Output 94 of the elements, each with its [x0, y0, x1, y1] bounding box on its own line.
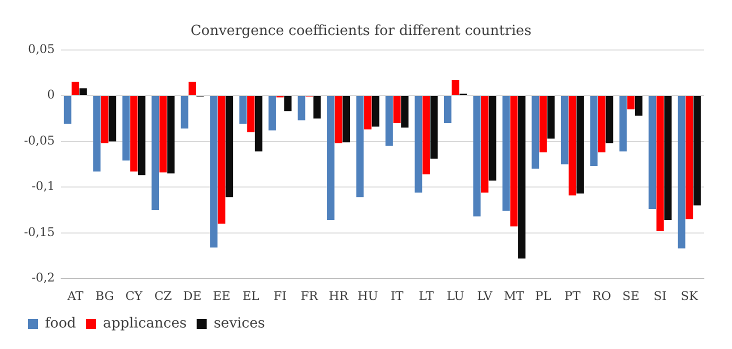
bar: [481, 96, 488, 193]
bar: [693, 96, 701, 206]
bar: [364, 96, 372, 130]
bar: [598, 96, 606, 152]
bar: [539, 96, 547, 152]
x-tick-label: SI: [654, 288, 667, 303]
bar: [180, 96, 188, 129]
x-tick-label: SK: [680, 288, 700, 303]
x-tick-label: IT: [390, 288, 404, 303]
bar: [334, 96, 342, 144]
bar: [239, 96, 247, 124]
bar: [167, 96, 175, 174]
bar: [401, 96, 409, 128]
bar: [372, 96, 380, 127]
x-tick-label: LT: [418, 288, 434, 303]
bar: [656, 96, 664, 232]
x-tick-label: EE: [212, 288, 230, 303]
bar: [327, 96, 334, 220]
bar: [342, 96, 350, 142]
bar: [664, 96, 672, 220]
x-tick-label: PT: [564, 288, 580, 303]
bar: [510, 96, 518, 226]
bar: [100, 96, 108, 144]
x-tick-label: LV: [477, 288, 493, 303]
legend-label: sevices: [214, 316, 265, 332]
bar: [686, 96, 694, 220]
bar: [532, 96, 540, 169]
y-tick-label: 0: [47, 88, 55, 102]
bar: [606, 96, 614, 144]
y-tick-label: 0,05: [28, 42, 55, 56]
x-tick-label: EL: [242, 288, 260, 303]
x-tick-label: PL: [535, 288, 552, 303]
bar: [356, 96, 364, 198]
bar: [473, 96, 481, 216]
bar: [518, 96, 526, 258]
x-tick-label: SE: [622, 288, 640, 303]
bar: [590, 96, 598, 166]
chart-title: Convergence coefficients for different countries: [190, 23, 532, 40]
legend-label: applicances: [103, 316, 187, 332]
bar: [79, 88, 87, 96]
x-tick-label: BG: [95, 288, 114, 303]
bar: [386, 96, 393, 146]
y-tick-label: -0,1: [32, 179, 55, 194]
y-tick-label: -0,15: [24, 224, 55, 239]
x-tick-label: LU: [446, 288, 464, 303]
bar: [247, 96, 255, 132]
bar: [284, 96, 292, 112]
bar: [422, 96, 430, 174]
x-tick-label: HR: [328, 288, 350, 303]
bar: [226, 96, 234, 198]
bar: [122, 96, 130, 161]
bar: [268, 96, 276, 130]
bar: [576, 96, 584, 194]
bar: [627, 96, 635, 110]
x-tick-label: MT: [504, 288, 524, 303]
bar: [635, 96, 642, 116]
bar: [547, 96, 555, 139]
y-tick-label: -0,05: [24, 133, 55, 148]
bar: [393, 96, 401, 124]
bar: [218, 96, 226, 224]
bar: [648, 96, 656, 210]
bar: [210, 96, 218, 248]
bar: [152, 96, 160, 210]
bar: [254, 96, 262, 152]
x-tick-label: CY: [125, 288, 144, 303]
x-tick-label: FR: [300, 288, 319, 303]
bar: [313, 96, 321, 118]
bar: [159, 96, 167, 172]
x-tick-label: CZ: [154, 288, 172, 303]
x-tick-label: FI: [274, 288, 287, 303]
x-tick-label: DE: [183, 288, 202, 303]
bar: [452, 80, 460, 96]
bar: [619, 96, 627, 152]
bar: [93, 96, 101, 172]
bar: [414, 96, 422, 193]
bar: [678, 96, 686, 248]
x-tick-label: AT: [66, 288, 84, 303]
bar: [488, 96, 496, 181]
bar: [568, 96, 576, 196]
bar: [298, 96, 306, 120]
bar: [64, 96, 72, 124]
bar: [108, 96, 116, 142]
bar: [430, 96, 438, 159]
bar: [560, 96, 568, 164]
bar: [188, 82, 196, 96]
bar: [502, 96, 510, 211]
x-tick-label: HU: [357, 288, 378, 303]
bar: [138, 96, 146, 176]
bar: [130, 96, 138, 172]
bar: [72, 82, 80, 96]
legend-label: food: [45, 316, 76, 332]
y-tick-label: -0,2: [32, 270, 55, 285]
x-tick-label: RO: [592, 288, 612, 303]
bar: [444, 96, 452, 124]
